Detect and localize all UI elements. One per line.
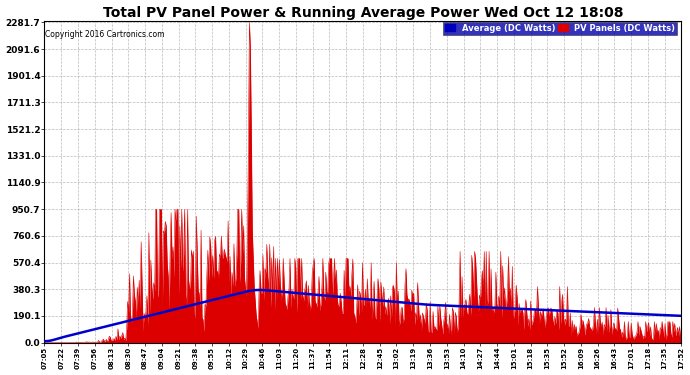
- Title: Total PV Panel Power & Running Average Power Wed Oct 12 18:08: Total PV Panel Power & Running Average P…: [103, 6, 623, 20]
- Text: Copyright 2016 Cartronics.com: Copyright 2016 Cartronics.com: [45, 30, 165, 39]
- Legend: Average (DC Watts), PV Panels (DC Watts): Average (DC Watts), PV Panels (DC Watts): [443, 22, 678, 35]
